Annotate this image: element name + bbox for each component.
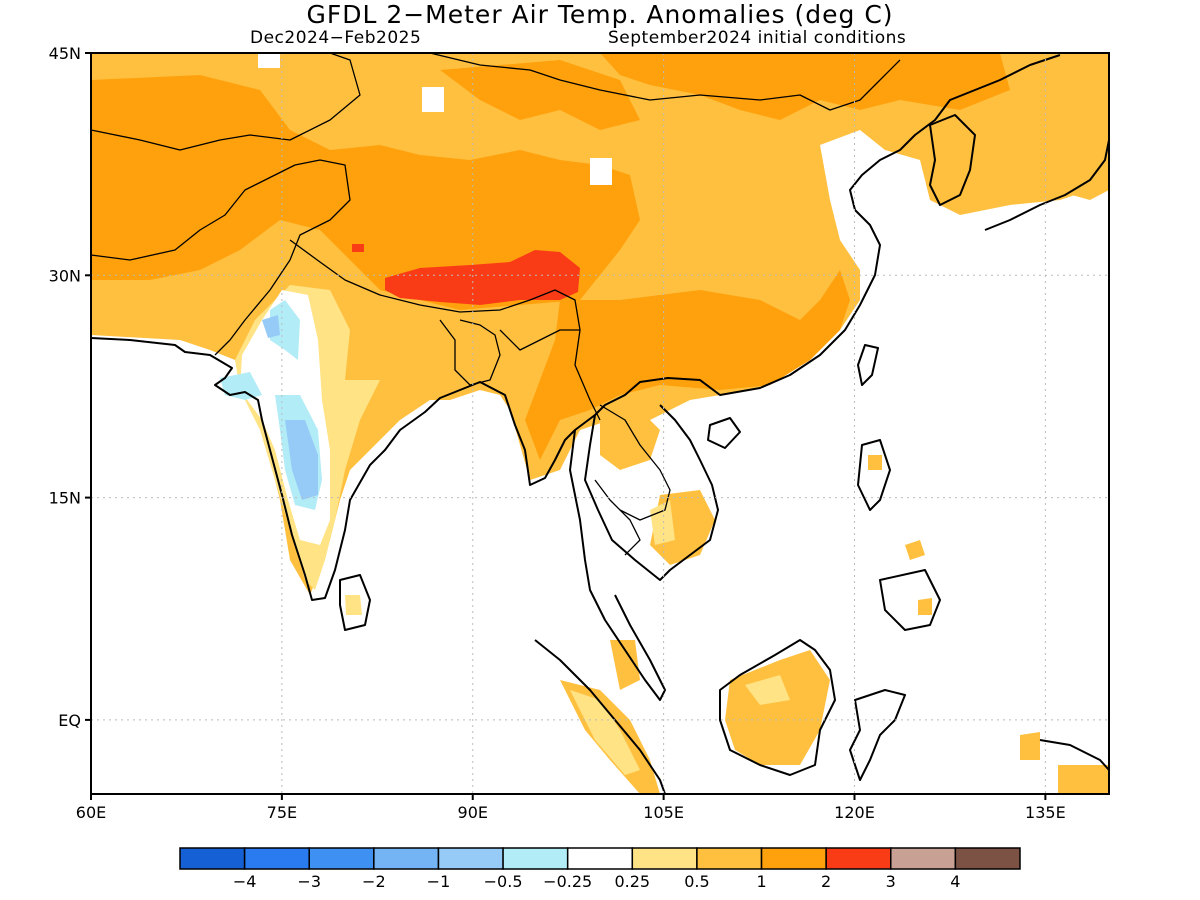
chart-title: GFDL 2−Meter Air Temp. Anomalies (deg C): [306, 0, 894, 29]
colorbar-label: 0.25: [614, 872, 650, 891]
anomaly-field: [91, 53, 1109, 794]
colorbar-swatch: [437, 847, 504, 870]
anomaly-region-india-cool-5: [262, 315, 280, 338]
country-borders: [91, 53, 901, 556]
coastline-luzon: [857, 439, 891, 511]
colorbar-label: 4: [950, 872, 960, 891]
anomaly-region-philippines-warm: [868, 455, 932, 615]
border-himalaya: [289, 239, 581, 331]
coastline-srilanka: [339, 574, 371, 631]
anomaly-region-borneo-slight: [745, 675, 790, 705]
colorbar-swatch: [179, 847, 246, 870]
colorbar-swatch: [631, 847, 698, 870]
colorbar-label: −4: [233, 872, 257, 891]
border-thailand: [594, 479, 641, 556]
anomaly-region-srilanka-slight: [345, 595, 362, 615]
missing-data-box-3: [258, 53, 280, 68]
colorbar-swatch: [696, 847, 763, 870]
colorbar: −4 −3 −2 −1 −0.5 −0.25 0.25 0.5 1 2 3 4: [179, 847, 1021, 891]
lon-tick-label: 105E: [643, 803, 684, 822]
anomaly-region-india-cool-1: [270, 300, 300, 360]
coastline-mindanao: [879, 569, 941, 631]
colorbar-swatch: [373, 847, 440, 870]
period-label: Dec2024−Feb2025: [250, 28, 422, 48]
border-central-asia: [91, 53, 361, 151]
axis-ticks: 60E 75E 90E 105E 120E 135E 45N 30N 15N EQ: [49, 44, 1066, 822]
anomaly-region-himalaya-hot: [385, 250, 580, 305]
colorbar-swatch: [502, 847, 569, 870]
border-laos-vietnam: [599, 404, 671, 521]
border-bangladesh: [439, 319, 501, 386]
colorbar-label: −1: [427, 872, 451, 891]
colorbar-swatch: [825, 847, 892, 870]
anomaly-region-malaya-warm: [610, 640, 640, 690]
coastline-india: [91, 54, 1061, 601]
colorbar-label: −3: [297, 872, 321, 891]
border-mongolia: [429, 53, 901, 111]
anomaly-region-sulawesi-warm: [1020, 732, 1040, 760]
lat-tick-label: 15N: [49, 489, 81, 508]
coastline-sulawesi: [849, 689, 906, 781]
colorbar-label: −0.5: [484, 872, 523, 891]
coastline-indochina: [584, 404, 719, 581]
lon-tick-label: 60E: [76, 803, 106, 822]
colorbar-swatch: [890, 847, 957, 870]
missing-data-box-1: [422, 87, 444, 112]
colorbar-label: 0.5: [684, 872, 709, 891]
colorbar-swatch: [566, 847, 634, 870]
init-conditions-label: September2024 initial conditions: [608, 28, 907, 48]
anomaly-region-korea-warm: [930, 120, 970, 205]
coastlines: [91, 54, 1109, 794]
anomaly-region-himalaya-hot-2: [352, 244, 364, 252]
gridlines: [91, 53, 1109, 794]
anomaly-region-india-cool-4: [285, 420, 318, 500]
coastline-taiwan: [857, 344, 879, 386]
lat-tick-label: EQ: [58, 711, 81, 730]
coastline-japan: [984, 139, 1109, 231]
anomaly-region-cambodia-slight: [650, 500, 675, 545]
anomaly-region-tibet-warm: [91, 75, 640, 310]
coastline-hainan: [707, 417, 741, 449]
anomaly-region-newguinea-warm: [1058, 765, 1109, 794]
lat-tick-label: 30N: [49, 266, 81, 285]
anomaly-region-sumatra-slight: [570, 690, 640, 775]
colorbar-label: 2: [821, 872, 831, 891]
coastline-borneo: [719, 639, 836, 776]
anomaly-region-north-warm: [600, 53, 1010, 120]
colorbar-label: 1: [756, 872, 766, 891]
coastline-malaya: [569, 429, 666, 701]
lon-tick-label: 120E: [834, 803, 875, 822]
colorbar-label: −0.25: [543, 872, 592, 891]
lon-tick-label: 135E: [1025, 803, 1066, 822]
colorbar-label: −2: [362, 872, 386, 891]
anomaly-region-borneo-warm: [725, 650, 830, 765]
colorbar-swatch: [760, 847, 827, 870]
anomaly-region-india-cool-2: [220, 372, 262, 400]
colorbar-swatch: [243, 847, 310, 870]
coastline-korea: [929, 114, 976, 206]
border-pakistan: [91, 159, 351, 356]
coastline-newguinea: [1039, 739, 1109, 771]
missing-data-box-2: [590, 158, 612, 185]
anomaly-region-east-asia-warm: [525, 270, 850, 460]
lat-tick-label: 45N: [49, 44, 81, 63]
colorbar-swatch: [308, 847, 375, 870]
lon-tick-label: 75E: [267, 803, 297, 822]
anomaly-region-mongolia-warm: [440, 60, 640, 130]
lon-tick-label: 90E: [458, 803, 488, 822]
colorbar-swatch: [954, 847, 1021, 870]
border-myanmar: [499, 329, 601, 421]
plot-frame: [90, 52, 1110, 795]
anomaly-region-indochina-warm: [600, 410, 660, 470]
colorbar-label: 3: [886, 872, 896, 891]
